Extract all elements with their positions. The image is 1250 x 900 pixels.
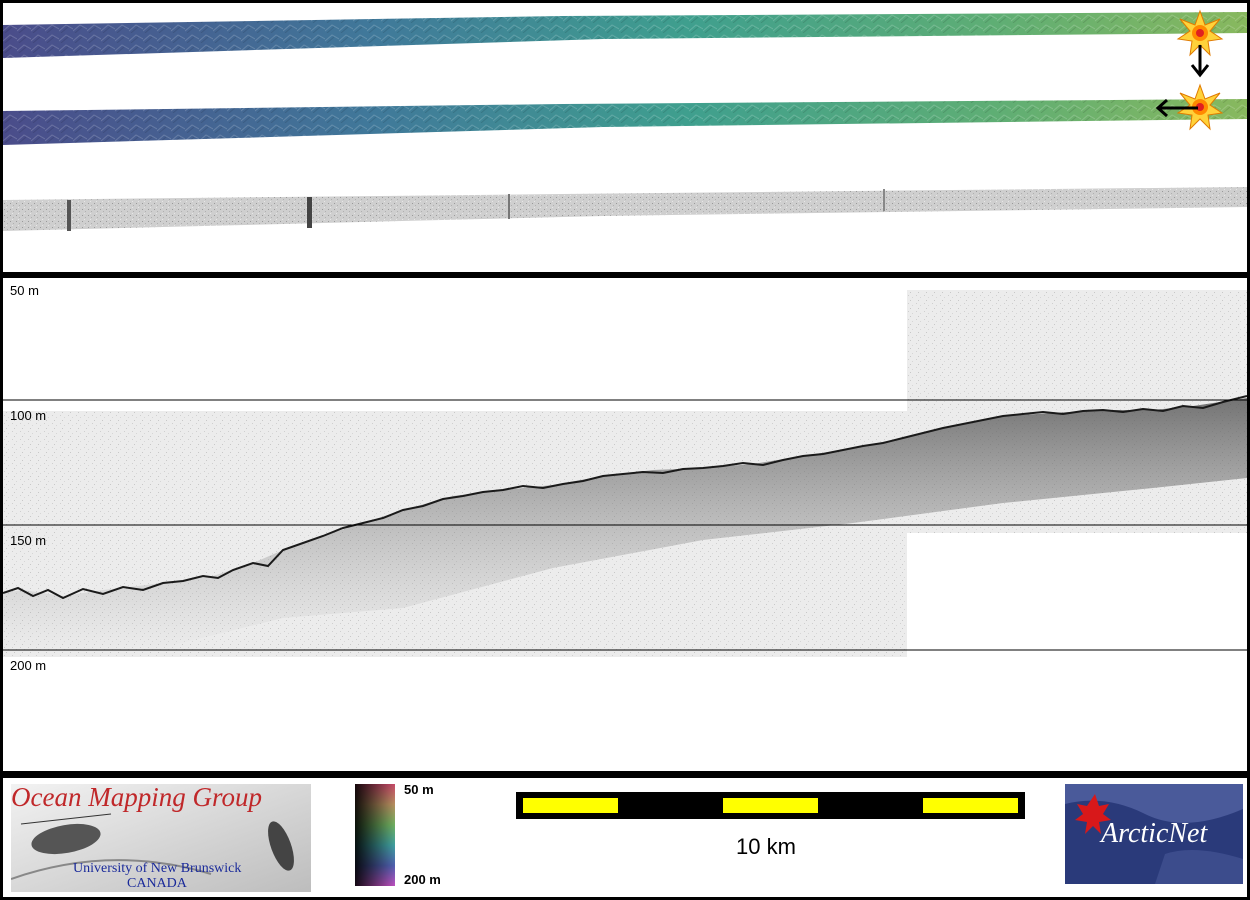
- sun-illumination-icon: [1176, 9, 1224, 57]
- arrow-down-icon: [1190, 45, 1210, 78]
- depth-colorbar: [355, 784, 395, 886]
- depth-label-200: 200 m: [10, 658, 47, 673]
- seabed-reflector: [3, 395, 1247, 600]
- scale-bar-segment: [523, 798, 618, 813]
- arcticnet-logo: [1065, 784, 1243, 884]
- backscatter-strip: [3, 187, 1247, 231]
- omg-title: Ocean Mapping Group: [11, 782, 262, 812]
- seabed-sediment: [3, 398, 1247, 650]
- colorbar-label-bottom: 200 m: [404, 872, 441, 887]
- scale-bar-segment: [723, 798, 818, 813]
- subbottom-profile: [3, 290, 1247, 657]
- maple-leaf-icon: [1075, 794, 1111, 834]
- ocean-mapping-group-logo: [11, 784, 311, 892]
- legend-panel: Ocean Mapping Group University of New Br…: [3, 778, 1247, 897]
- profile-panel: 50 m 100 m 150 m 200 m: [3, 278, 1247, 771]
- scale-bar-segment: [923, 798, 1018, 813]
- arcticnet-wordmark: ArcticNet: [1101, 818, 1208, 849]
- depth-label-150: 150 m: [10, 533, 47, 548]
- omg-subtitle-university: University of New Brunswick: [73, 861, 242, 876]
- omg-subtitle-country: CANADA: [127, 876, 187, 891]
- colorbar-label-top: 50 m: [404, 782, 434, 797]
- swath-panel: [3, 3, 1247, 272]
- depth-label-50: 50 m: [10, 283, 39, 298]
- depth-label-100: 100 m: [10, 408, 47, 423]
- swath-strips: [3, 9, 1247, 231]
- scale-bar: [516, 792, 1025, 819]
- arrow-left-icon: [1155, 98, 1198, 118]
- scale-bar-label: 10 km: [736, 834, 796, 859]
